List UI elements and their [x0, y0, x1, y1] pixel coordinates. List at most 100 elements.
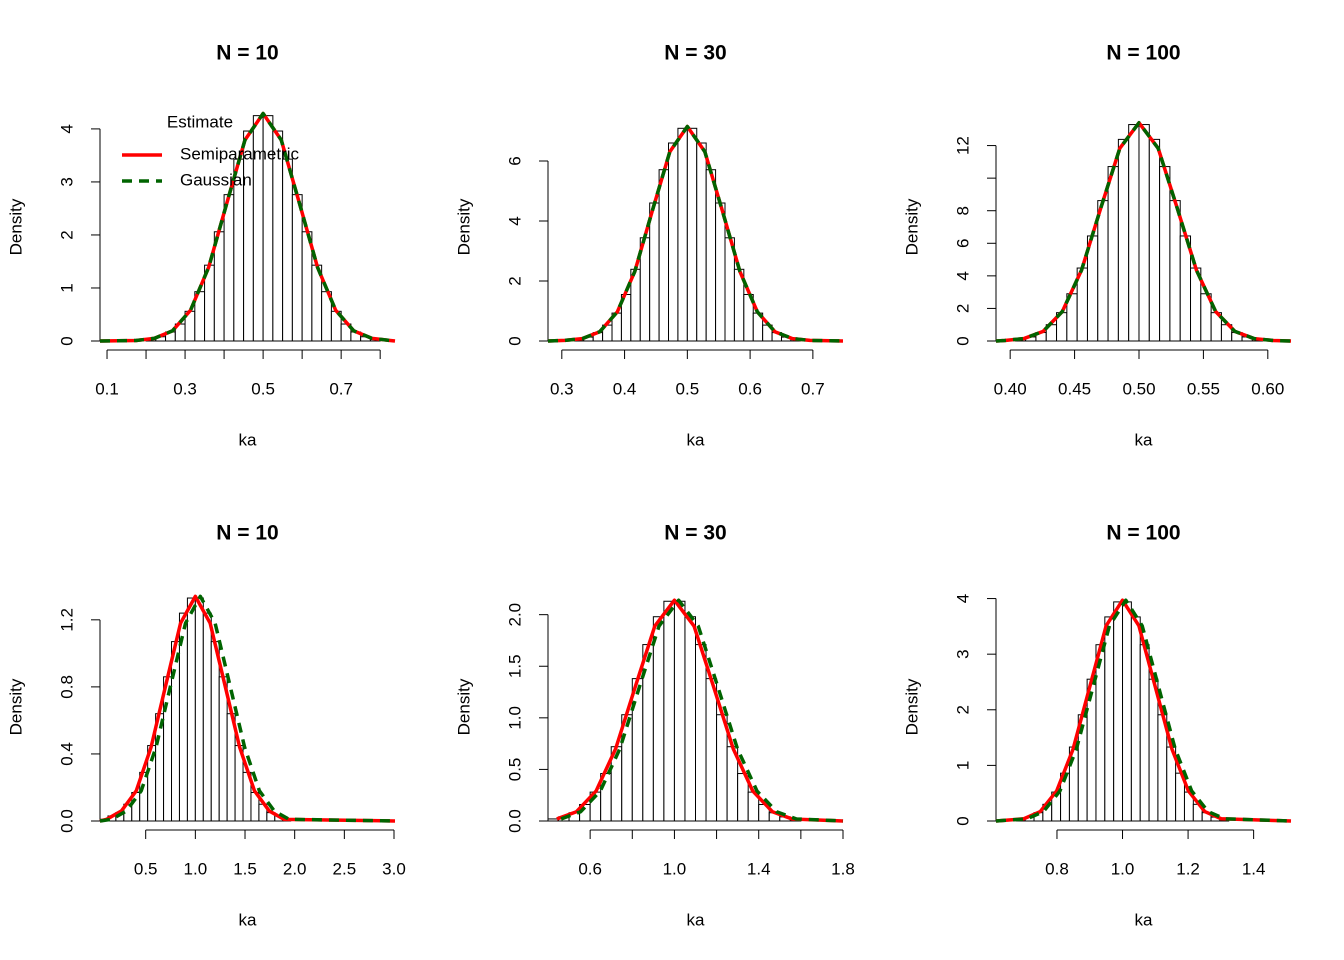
y-tick-label: 2 [57, 230, 76, 239]
histogram-bar [1107, 166, 1119, 342]
density-curve [99, 111, 396, 343]
histogram-bar [686, 127, 698, 342]
y-axis-label: Density [454, 678, 473, 735]
y-tick-label: 2 [953, 304, 972, 313]
density-curve [556, 598, 844, 823]
histogram-bar [1169, 200, 1181, 342]
x-tick-label: 2.0 [283, 859, 307, 878]
density-curve [99, 594, 396, 823]
histogram-bar [1117, 138, 1130, 342]
x-axis-label: ka [239, 910, 258, 929]
histogram-bar [210, 641, 220, 822]
x-tick-label: 0.5 [676, 379, 700, 398]
y-axis-label: Density [902, 198, 921, 255]
histogram-bar [716, 714, 728, 822]
x-tick-label: 1.5 [233, 859, 257, 878]
y-tick-label: 1.2 [57, 608, 76, 632]
density-curve [99, 594, 396, 823]
histogram-bar [1122, 601, 1132, 822]
y-tick-label: 6 [505, 156, 524, 165]
histogram-bar [1095, 644, 1106, 822]
histogram-bar [1113, 601, 1124, 822]
x-axis-label: ka [239, 430, 258, 449]
y-tick-label: 1 [57, 283, 76, 292]
y-tick-label: 6 [953, 239, 972, 248]
x-tick-label: 1.4 [1242, 859, 1266, 878]
y-tick-label: 0.4 [57, 742, 76, 766]
y-tick-label: 8 [953, 206, 972, 215]
histogram-bar [291, 194, 303, 342]
y-tick-label: 0.5 [505, 758, 524, 782]
histogram-bar [202, 612, 212, 822]
y-tick-label: 12 [953, 136, 972, 155]
x-tick-label: 0.3 [173, 379, 197, 398]
legend-title: Estimate [167, 112, 233, 131]
y-tick-label: 2.0 [505, 603, 524, 627]
panel-title: N = 30 [664, 522, 726, 545]
histogram-bar [547, 818, 560, 822]
legend-label: Gaussian [180, 170, 252, 189]
histogram-bar [715, 202, 726, 342]
x-tick-label: 0.60 [1251, 379, 1284, 398]
x-tick-label: 2.5 [333, 859, 357, 878]
legend-label: Semiparametric [180, 144, 300, 163]
x-tick-label: 3.0 [382, 859, 406, 878]
x-tick-label: 0.3 [550, 379, 574, 398]
panel: N = 10 ka Density 0.5 1.0 1.5 2.0 2.5 3.0 0.0 0.4 0… [6, 522, 405, 930]
histogram-bar [696, 142, 707, 342]
y-tick-label: 0 [953, 336, 972, 345]
panel: N = 100 ka Density 0.8 1.0 1.2 1.4 0 1 2 3 4 [902, 522, 1292, 929]
x-tick-label: 0.55 [1187, 379, 1220, 398]
panel-title: N = 100 [1106, 522, 1180, 545]
histogram-bar [652, 616, 665, 822]
density-curve [995, 598, 1292, 823]
histogram-bar [673, 600, 686, 822]
y-tick-label: 3 [57, 177, 76, 186]
histogram-bar [1138, 124, 1150, 342]
y-axis-label: Density [6, 198, 25, 255]
histogram-bar [218, 676, 228, 822]
y-tick-label: 2 [505, 276, 524, 285]
x-tick-label: 0.8 [1045, 859, 1069, 878]
histogram-bar [649, 202, 660, 342]
density-curve [560, 598, 844, 823]
histogram-bar [1148, 138, 1161, 342]
histogram-bar [658, 169, 670, 342]
x-tick-label: 1.8 [831, 859, 855, 878]
panel: N = 10 ka Density 0.1 0.3 0.5 0.7 0 1 2 3 4 Estimate… [6, 42, 396, 449]
histogram-bar [1128, 124, 1140, 342]
legend: Estimate Semiparametric Gaussian [122, 112, 300, 189]
histogram-bar [668, 142, 679, 342]
x-tick-label: 0.1 [95, 379, 119, 398]
y-tick-label: 4 [953, 594, 972, 603]
y-axis-label: Density [902, 678, 921, 735]
histogram-bar [695, 644, 707, 822]
y-tick-label: 0 [953, 816, 972, 825]
x-tick-label: 1.0 [663, 859, 687, 878]
panel-title: N = 30 [664, 42, 726, 65]
y-tick-label: 1 [953, 761, 972, 770]
x-tick-label: 1.0 [1111, 859, 1135, 878]
y-tick-label: 4 [57, 124, 76, 133]
y-tick-label: 0.8 [57, 675, 76, 699]
y-axis-label: Density [454, 198, 473, 255]
x-axis-label: ka [1135, 910, 1154, 929]
histogram-bar [171, 641, 180, 822]
x-tick-label: 0.5 [251, 379, 275, 398]
panel: N = 100 ka Density 0.40 0.45 0.50 0.55 0.60 0 2 4 6… [902, 42, 1292, 449]
histogram-bar [1159, 166, 1171, 342]
x-tick-label: 0.4 [613, 379, 637, 398]
x-tick-label: 0.40 [994, 379, 1027, 398]
panel: N = 30 ka Density 0.3 0.4 0.5 0.6 0.7 0 2 4 6 [454, 42, 844, 449]
y-tick-label: 0.0 [505, 809, 524, 833]
y-tick-label: 1.5 [505, 654, 524, 678]
density-curve [995, 121, 1292, 343]
histogram-bar [282, 158, 293, 342]
histogram-bar [684, 616, 697, 822]
x-tick-label: 1.0 [184, 859, 208, 878]
y-tick-label: 0.0 [57, 809, 76, 833]
y-tick-label: 4 [953, 271, 972, 280]
histogram-bar [621, 714, 633, 822]
histogram-bar [223, 194, 235, 342]
panel-title: N = 100 [1106, 42, 1180, 65]
